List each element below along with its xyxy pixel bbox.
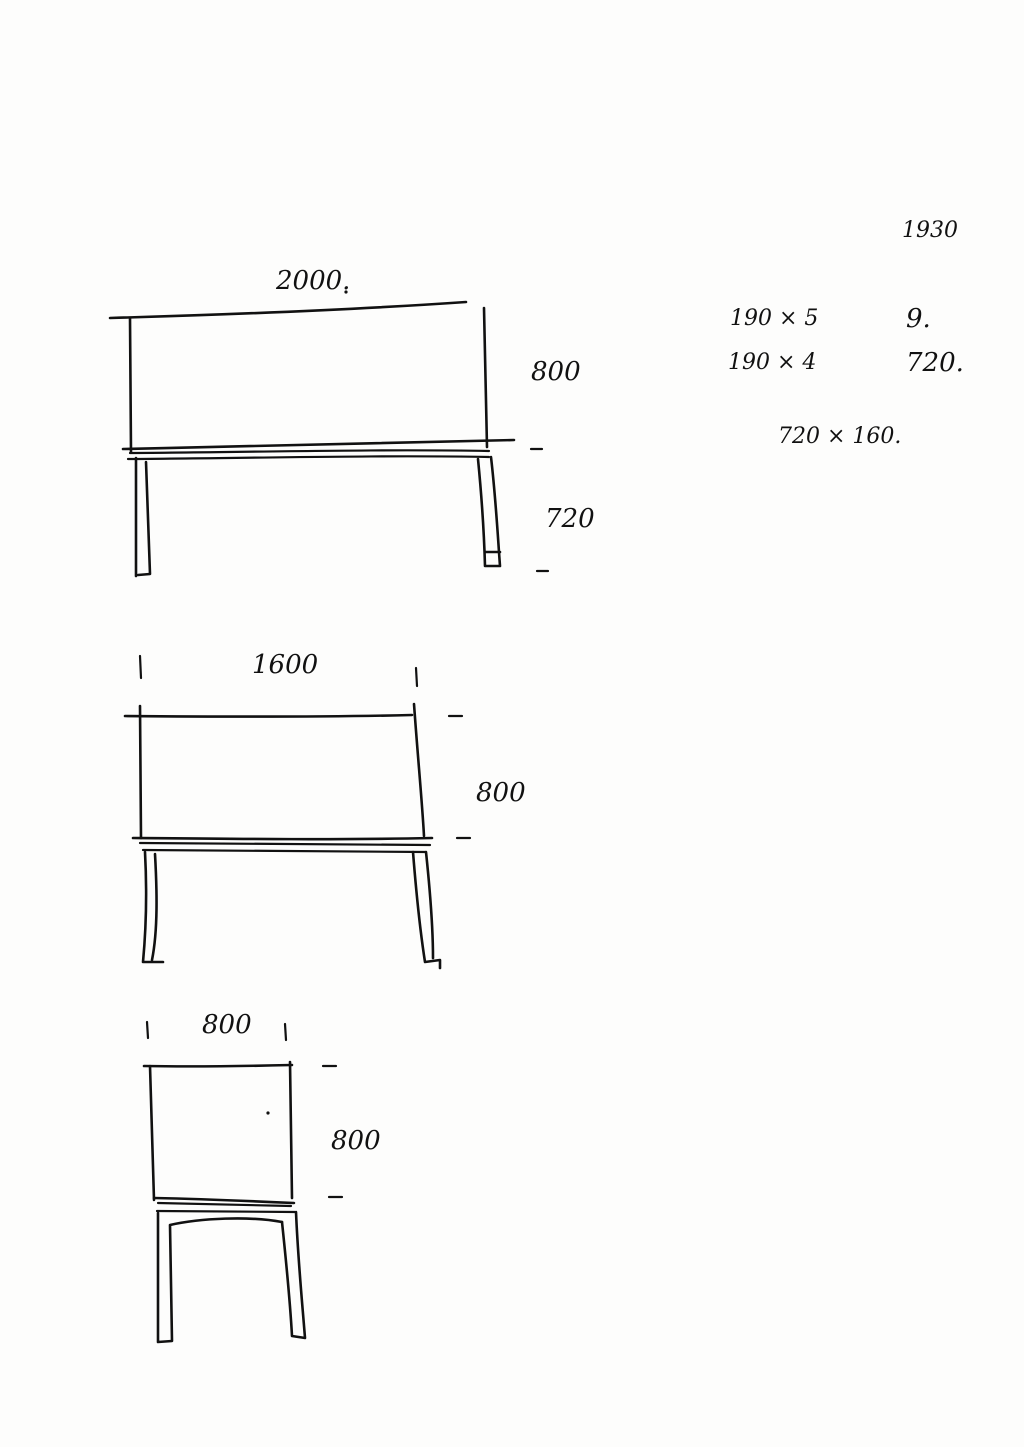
top-right-note: 1930 [902,218,958,243]
table-1-top-edge [108,300,468,320]
table-2-dim-tick-right [414,666,419,688]
table-1-right-edge [482,306,489,449]
table-2-dim-tick-left [138,654,143,680]
table-1-apron [126,449,491,461]
calc-row-1-right: 9. [906,304,931,334]
table-2-right-leg [411,850,442,970]
calc-row-2-left: 190 × 4 [728,350,817,375]
table-3-top-height-label: 800 [331,1126,381,1156]
table-1-width-label: 2000. [276,266,351,296]
calc-row-1-left: 190 × 5 [730,306,819,331]
table-2-width-label: 1600 [252,650,319,680]
table-3-apron [155,1201,297,1214]
table-2-top-edge [123,713,414,718]
table-2-right-edge [412,702,426,838]
table-1-top-bottom-edge [121,438,516,451]
table-2-left-edge [138,704,143,840]
table-3-sketch [142,1020,344,1344]
table-1-leg-height-label: 720 [545,504,595,534]
table-1-left-edge [128,316,133,454]
table-2-sketch [123,654,472,970]
table-3-width-label: 800 [202,1010,252,1040]
table-1-right-leg [476,455,502,568]
table-2-left-leg [141,850,165,964]
table-3-right-edge [288,1060,294,1200]
table-3-right-leg [280,1210,307,1340]
calc-row-3: 720 × 160. [778,424,902,449]
table-1-top-height-label: 800 [531,357,581,387]
table-1-left-leg [134,456,152,578]
table-2-top-bottom-edge [131,836,434,841]
table-3-dim-tick-right [283,1022,288,1042]
table-1-sketch [108,290,550,578]
table-2-apron [138,841,432,854]
table-3-dim-tick-left [145,1020,150,1040]
calc-row-2-right: 720. [906,348,964,378]
table-3-left-edge [148,1064,156,1202]
table-3-top-edge [142,1063,294,1068]
table-3-center-dot [266,1111,270,1115]
table-3-top-bottom-edge [152,1196,296,1205]
table-3-left-leg [156,1211,284,1344]
table-2-top-height-label: 800 [476,778,526,808]
table-1-label-dot [344,290,348,294]
